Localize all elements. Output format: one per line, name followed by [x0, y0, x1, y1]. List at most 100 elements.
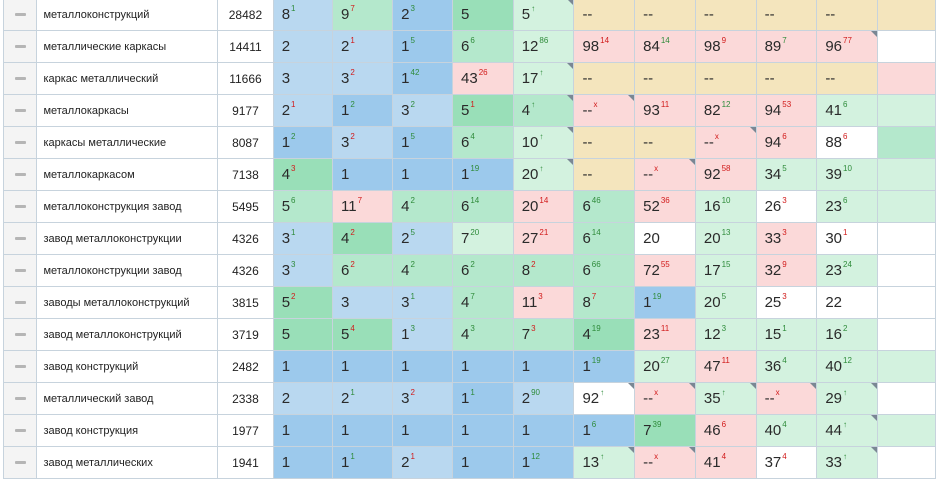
- position-cell[interactable]: 119: [573, 350, 636, 383]
- position-cell[interactable]: 29↑: [816, 382, 879, 415]
- position-cell[interactable]: 11: [332, 446, 394, 479]
- drag-handle-icon[interactable]: [2, 254, 38, 287]
- position-cell[interactable]: --: [755, 0, 818, 31]
- position-cell[interactable]: 4012: [816, 350, 879, 383]
- position-cell[interactable]: --: [634, 0, 696, 31]
- position-cell[interactable]: 54: [332, 318, 394, 351]
- position-cell[interactable]: 113: [512, 286, 575, 319]
- position-cell[interactable]: --: [755, 62, 818, 95]
- position-cell[interactable]: 2013: [694, 222, 757, 255]
- position-cell[interactable]: 62: [332, 254, 394, 287]
- position-cell[interactable]: 21: [392, 446, 453, 479]
- position-cell[interactable]: 33↑: [816, 446, 879, 479]
- position-cell[interactable]: [877, 158, 936, 191]
- drag-handle-icon[interactable]: [2, 222, 38, 255]
- position-cell[interactable]: 31: [392, 286, 453, 319]
- position-cell[interactable]: 82: [512, 254, 575, 287]
- position-cell[interactable]: --x: [694, 126, 757, 159]
- position-cell[interactable]: 12: [272, 126, 334, 159]
- position-cell[interactable]: --: [694, 62, 757, 95]
- position-cell[interactable]: [877, 126, 936, 159]
- position-cell[interactable]: 31: [272, 222, 334, 255]
- position-cell[interactable]: 3: [272, 62, 334, 95]
- position-cell[interactable]: 2027: [634, 350, 696, 383]
- position-cell[interactable]: 42: [332, 222, 394, 255]
- position-cell[interactable]: [877, 350, 936, 383]
- position-cell[interactable]: 897: [755, 30, 818, 63]
- position-cell[interactable]: 16: [573, 414, 636, 447]
- position-cell[interactable]: 20↑: [512, 158, 575, 191]
- position-cell[interactable]: 21: [272, 94, 334, 127]
- position-cell[interactable]: 1: [332, 158, 394, 191]
- position-cell[interactable]: 9814: [573, 30, 636, 63]
- position-cell[interactable]: 1: [272, 414, 334, 447]
- drag-handle-icon[interactable]: [2, 30, 38, 63]
- position-cell[interactable]: 21: [332, 382, 394, 415]
- position-cell[interactable]: 17↑: [512, 62, 575, 95]
- position-cell[interactable]: 13↑: [573, 446, 636, 479]
- position-cell[interactable]: 2721: [512, 222, 575, 255]
- position-cell[interactable]: --: [816, 0, 879, 31]
- position-cell[interactable]: [877, 254, 936, 287]
- position-cell[interactable]: 329: [755, 254, 818, 287]
- position-cell[interactable]: 87: [573, 286, 636, 319]
- position-cell[interactable]: 419: [573, 318, 636, 351]
- position-cell[interactable]: 614: [573, 222, 636, 255]
- position-cell[interactable]: 7255: [634, 254, 696, 287]
- position-cell[interactable]: 151: [755, 318, 818, 351]
- position-cell[interactable]: 1: [392, 158, 453, 191]
- position-cell[interactable]: 23: [392, 0, 453, 31]
- position-cell[interactable]: --: [573, 126, 636, 159]
- position-cell[interactable]: 205: [694, 286, 757, 319]
- position-cell[interactable]: 25: [392, 222, 453, 255]
- position-cell[interactable]: --x: [573, 94, 636, 127]
- position-cell[interactable]: [877, 318, 936, 351]
- position-cell[interactable]: 4↑: [512, 94, 575, 127]
- position-cell[interactable]: 32: [332, 62, 394, 95]
- drag-handle-icon[interactable]: [2, 414, 38, 447]
- drag-handle-icon[interactable]: [2, 318, 38, 351]
- position-cell[interactable]: 4326: [452, 62, 514, 95]
- position-cell[interactable]: 1: [392, 414, 453, 447]
- position-cell[interactable]: 1: [452, 446, 514, 479]
- position-cell[interactable]: 364: [755, 350, 818, 383]
- position-cell[interactable]: 10↑: [512, 126, 575, 159]
- position-cell[interactable]: 1610: [694, 190, 757, 223]
- position-cell[interactable]: 42: [392, 254, 453, 287]
- position-cell[interactable]: 5236: [634, 190, 696, 223]
- position-cell[interactable]: 2311: [634, 318, 696, 351]
- position-cell[interactable]: 81: [272, 0, 334, 31]
- position-cell[interactable]: 33: [272, 254, 334, 287]
- position-cell[interactable]: 123: [694, 318, 757, 351]
- position-cell[interactable]: 119: [634, 286, 696, 319]
- position-cell[interactable]: 374: [755, 446, 818, 479]
- position-cell[interactable]: 2324: [816, 254, 879, 287]
- position-cell[interactable]: --x: [634, 158, 696, 191]
- position-cell[interactable]: 2014: [512, 190, 575, 223]
- position-cell[interactable]: [877, 286, 936, 319]
- drag-handle-icon[interactable]: [2, 126, 38, 159]
- position-cell[interactable]: 9311: [634, 94, 696, 127]
- position-cell[interactable]: 73: [512, 318, 575, 351]
- position-cell[interactable]: 97: [332, 0, 394, 31]
- position-cell[interactable]: 946: [755, 126, 818, 159]
- position-cell[interactable]: 119: [452, 158, 514, 191]
- position-cell[interactable]: 989: [694, 30, 757, 63]
- position-cell[interactable]: 22: [816, 286, 879, 319]
- position-cell[interactable]: 162: [816, 318, 879, 351]
- position-cell[interactable]: 5: [452, 0, 514, 31]
- position-cell[interactable]: --x: [634, 446, 696, 479]
- drag-handle-icon[interactable]: [2, 0, 38, 31]
- position-cell[interactable]: 56: [272, 190, 334, 223]
- position-cell[interactable]: [877, 30, 936, 63]
- position-cell[interactable]: 1715: [694, 254, 757, 287]
- position-cell[interactable]: 666: [573, 254, 636, 287]
- drag-handle-icon[interactable]: [2, 382, 38, 415]
- position-cell[interactable]: 333: [755, 222, 818, 255]
- position-cell[interactable]: 1: [332, 350, 394, 383]
- position-cell[interactable]: 11: [452, 382, 514, 415]
- position-cell[interactable]: 66: [452, 30, 514, 63]
- position-cell[interactable]: 9453: [755, 94, 818, 127]
- position-cell[interactable]: 9677: [816, 30, 879, 63]
- position-cell[interactable]: [877, 414, 936, 447]
